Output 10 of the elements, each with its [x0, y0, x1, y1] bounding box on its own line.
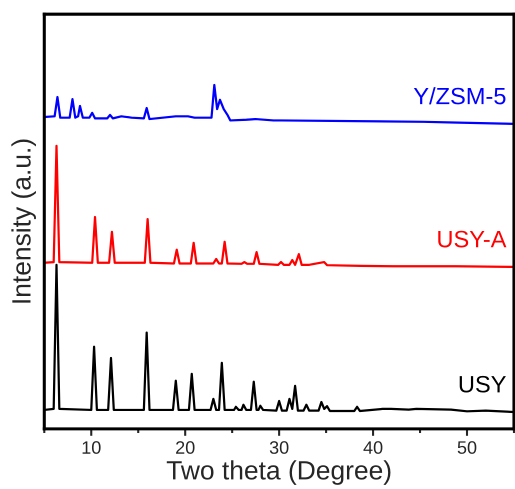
x-tick-label: 30	[270, 441, 288, 454]
x-tick-label: 40	[363, 441, 382, 454]
y-axis-title: Intensity (a.u.)	[11, 140, 36, 303]
x-axis-title: Two theta (Degree)	[166, 460, 390, 485]
series-label: Y/ZSM-5	[414, 87, 506, 104]
x-tick-label: 20	[176, 441, 195, 454]
x-tick-label: 50	[458, 441, 476, 454]
series-label: USY-A	[438, 230, 506, 248]
series-label: USY	[460, 376, 506, 393]
x-tick-label: 10	[82, 441, 101, 454]
